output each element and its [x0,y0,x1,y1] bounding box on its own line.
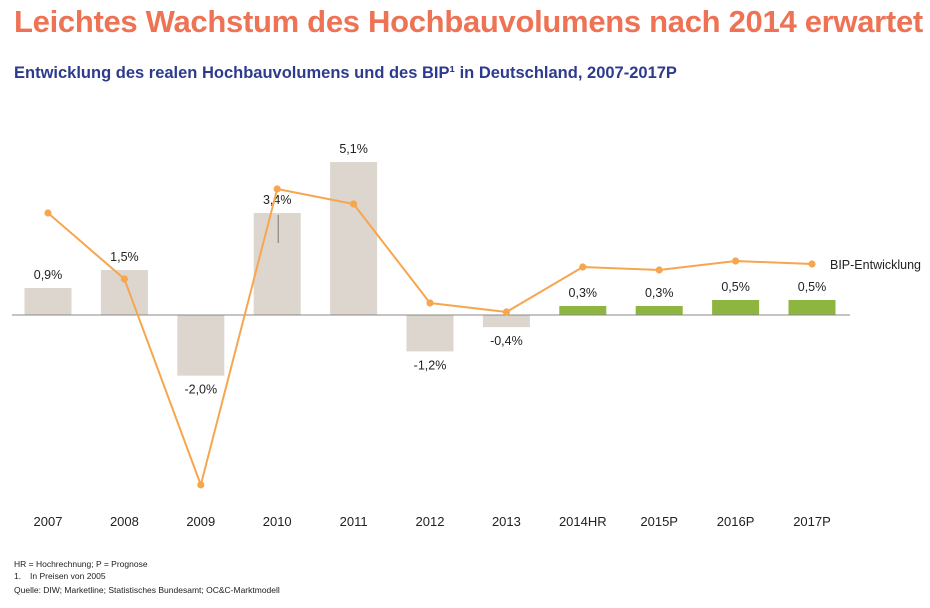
bip-point-2008 [120,275,128,283]
bip-point-2017P [808,260,816,268]
x-tick-2010: 2010 [263,514,292,529]
bip-point-2009 [197,481,205,489]
bar-2011 [330,162,378,315]
footnotes: HR = Hochrechnung; P = Prognose 1. In Pre… [14,558,280,596]
bip-point-2014HR [579,263,587,271]
bar-label-2012: -1,2% [414,358,447,372]
footnote-number: 1. [14,571,22,581]
x-tick-2013: 2013 [492,514,521,529]
bar-label-2009: -2,0% [184,383,217,397]
bar-2010 [253,213,301,315]
bar-2016P [712,300,760,315]
bar-label-2007: 0,9% [34,268,63,282]
bar-label-2017P: 0,5% [798,280,827,294]
bip-point-2016P [732,257,740,265]
bar-label-2010: 3,4% [263,193,292,207]
bip-line-label: BIP-Entwicklung [830,258,921,272]
x-tick-2014HR: 2014HR [559,514,607,529]
bar-label-2008: 1,5% [110,250,139,264]
bar-2017P [788,300,836,315]
bar-2007 [24,288,72,315]
x-tick-2016P: 2016P [717,514,755,529]
x-tick-2015P: 2015P [640,514,678,529]
bar-2009 [177,315,225,376]
note-source: Quelle: DIW; Marketline; Statistisches B… [14,585,280,595]
bar-2013 [482,315,530,328]
bar-label-2016P: 0,5% [721,280,750,294]
bar-label-2014HR: 0,3% [569,286,598,300]
bar-label-2015P: 0,3% [645,286,674,300]
x-tick-2012: 2012 [416,514,445,529]
bar-2014HR [559,306,607,315]
bip-point-2011 [350,200,358,208]
bar-2015P [635,306,683,315]
bar-2012 [406,315,454,352]
bip-point-2007 [44,209,52,217]
chart-title: Leichtes Wachstum des Hochbauvolumens na… [14,4,923,39]
x-tick-2017P: 2017P [793,514,831,529]
x-tick-2007: 2007 [34,514,63,529]
bar-label-2013: -0,4% [490,334,523,348]
chart-subtitle: Entwicklung des realen Hochbauvolumens u… [14,64,677,82]
bip-point-2015P [655,266,663,274]
note-footnote-1: 1. In Preisen von 2005 [14,570,280,582]
bar-label-2011: 5,1% [339,142,368,156]
x-tick-2009: 2009 [186,514,215,529]
x-tick-2008: 2008 [110,514,139,529]
x-tick-2011: 2011 [340,514,368,529]
note-legend-abbrev: HR = Hochrechnung; P = Prognose [14,559,148,569]
bip-point-2013 [502,308,510,316]
bip-point-2012 [426,299,434,307]
bip-point-2010 [273,185,281,193]
footnote-text: In Preisen von 2005 [30,571,106,581]
